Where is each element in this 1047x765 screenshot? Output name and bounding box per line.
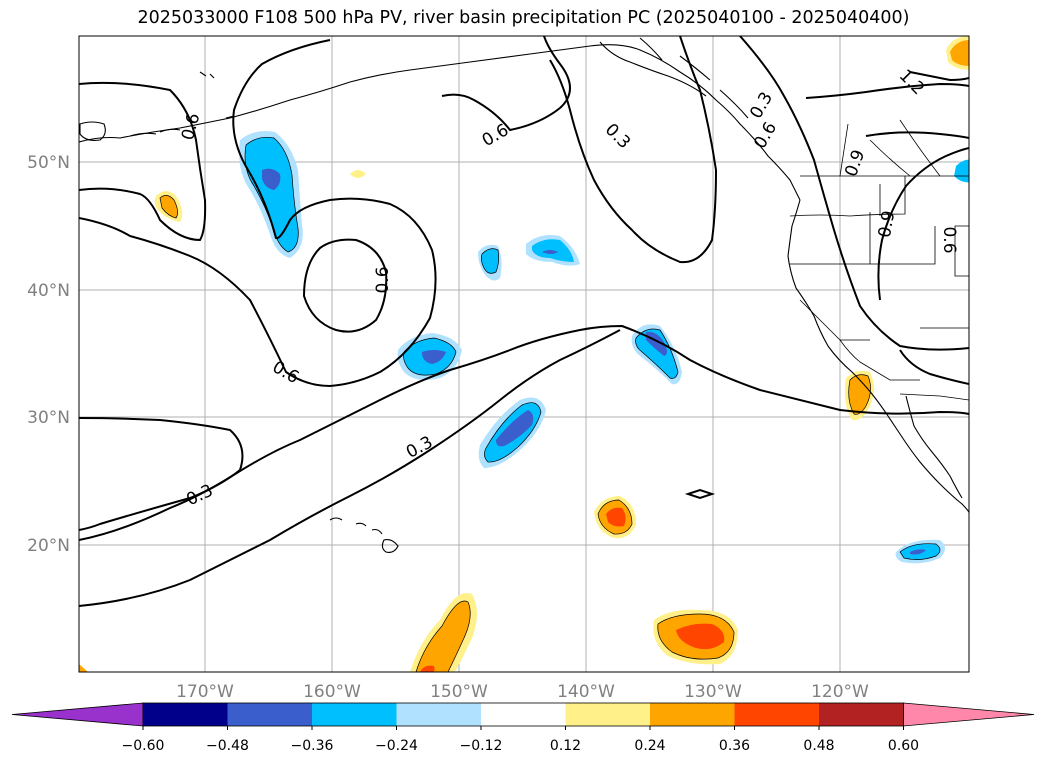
alaska-coastline bbox=[79, 44, 801, 201]
colorbar-segment bbox=[481, 703, 566, 726]
lat-label-20n: 20°N bbox=[27, 536, 70, 556]
pv-contour-09-loop bbox=[302, 238, 388, 333]
political-borders bbox=[789, 119, 969, 401]
colorbar-extend-min bbox=[11, 702, 144, 727]
lat-label-30n: 30°N bbox=[27, 408, 70, 428]
pv-contour-trough bbox=[899, 349, 969, 385]
colorbar-ticks: −0.60 −0.48 −0.36 −0.24 −0.12 0.12 0.24 0.36 0.4… bbox=[122, 726, 919, 754]
colorbar-segment bbox=[227, 703, 313, 726]
hawaii-islands bbox=[329, 517, 399, 553]
lon-label-170w: 170°W bbox=[176, 682, 234, 702]
pv-contour-north-06 bbox=[441, 36, 571, 132]
baja-coastline bbox=[905, 395, 963, 499]
colorbar-frame bbox=[142, 702, 904, 727]
coastlines bbox=[79, 37, 969, 553]
colorbar-tick-label: 0.12 bbox=[550, 738, 581, 754]
latitude-labels: 50°N 40°N 30°N 20°N bbox=[27, 153, 70, 556]
colorbar-tick-label: 0.60 bbox=[888, 738, 919, 754]
pv-contour-06-coast bbox=[739, 36, 969, 351]
colorbar-tick-label: −0.36 bbox=[291, 738, 334, 754]
pv-contour-06-gulf bbox=[79, 39, 437, 388]
colorbar-tick-label: 0.36 bbox=[719, 738, 750, 754]
pv-contour-03-tropics bbox=[79, 417, 244, 531]
lon-label-140w: 140°W bbox=[557, 682, 615, 702]
longitude-labels: 170°W 160°W 150°W 140°W 130°W 120°W bbox=[176, 682, 869, 702]
precip-blob-coast bbox=[954, 159, 969, 183]
map-panel: 0.6 0.6 0.3 0.6 0.6 0.9 0.6 0.3 0.9 0.6 … bbox=[78, 35, 970, 673]
colorbar-segments bbox=[11, 702, 1035, 727]
colorbar-segment bbox=[312, 703, 397, 726]
colorbar-tick-label: −0.12 bbox=[460, 738, 503, 754]
pv-contour-03-south bbox=[79, 329, 621, 607]
contour-label-5: 0.6 bbox=[373, 266, 393, 293]
colorbar-segment bbox=[396, 703, 482, 726]
colorbar-segment bbox=[819, 703, 904, 726]
precip-outlines bbox=[159, 136, 941, 672]
map-frame bbox=[78, 35, 970, 673]
colorbar: −0.60 −0.48 −0.36 −0.24 −0.12 0.12 0.24 0.36 0.4… bbox=[11, 702, 1035, 754]
lon-label-130w: 130°W bbox=[684, 682, 742, 702]
colorbar-extend-max bbox=[903, 702, 1035, 727]
colorbar-tick-label: 0.24 bbox=[634, 738, 665, 754]
colorbar-segment bbox=[650, 703, 735, 726]
contour-label-9: 0.9 bbox=[875, 209, 899, 239]
colorbar-tick-label: −0.24 bbox=[375, 738, 418, 754]
colorbar-tick-label: 0.48 bbox=[803, 738, 834, 754]
lon-label-160w: 160°W bbox=[303, 682, 361, 702]
colorbar-segment bbox=[734, 703, 820, 726]
pv-contour-06-east bbox=[877, 147, 969, 301]
contour-label-10: 0.6 bbox=[939, 226, 959, 253]
colorbar-tick-label: −0.60 bbox=[122, 738, 165, 754]
pv-contour-09-coast bbox=[805, 82, 969, 139]
pv-contours bbox=[79, 36, 969, 607]
map-background bbox=[79, 36, 969, 672]
pv-contour-03-east bbox=[549, 36, 718, 264]
lat-label-50n: 50°N bbox=[27, 153, 70, 173]
colorbar-segment bbox=[143, 703, 228, 726]
colorbar-tick-label: −0.48 bbox=[206, 738, 249, 754]
lon-label-150w: 150°W bbox=[430, 682, 488, 702]
colorbar-segment bbox=[565, 703, 651, 726]
map-title: 2025033000 F108 500 hPa PV, river basin … bbox=[137, 8, 910, 28]
lat-label-40n: 40°N bbox=[27, 281, 70, 301]
pv-contour-west bbox=[79, 81, 207, 242]
west-coast-na bbox=[787, 199, 969, 514]
lon-label-120w: 120°W bbox=[811, 682, 869, 702]
